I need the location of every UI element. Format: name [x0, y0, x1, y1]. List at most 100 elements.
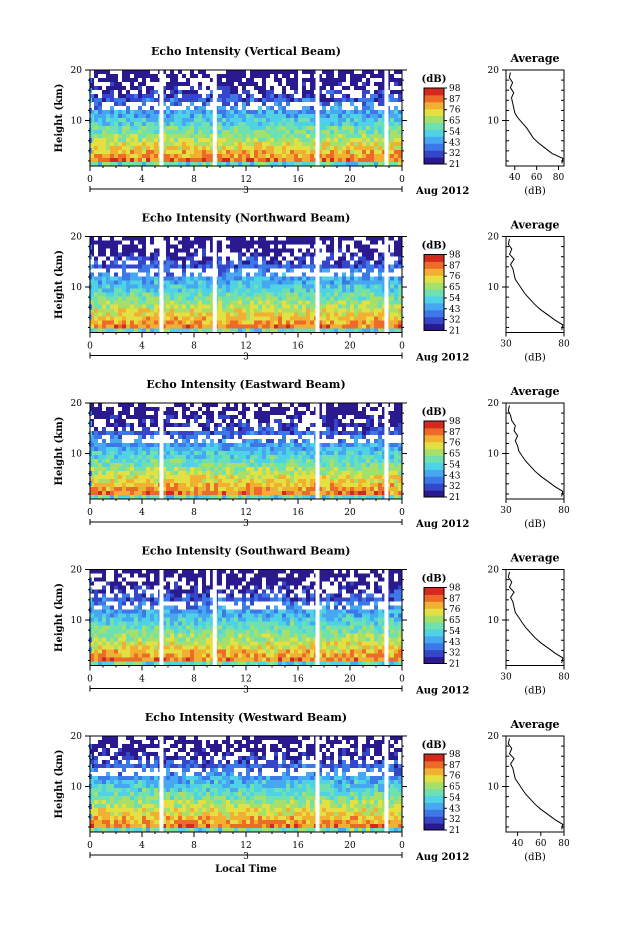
- heatmap-cell: [142, 94, 146, 98]
- heatmap-cell: [210, 256, 214, 261]
- heatmap-cell: [106, 328, 110, 333]
- colorbar-swatch: [424, 268, 444, 276]
- heatmap-cell: [98, 328, 102, 333]
- colorbar-tick-label: 54: [449, 294, 461, 304]
- heatmap-cell: [106, 471, 110, 475]
- heatmap-cell: [190, 479, 194, 483]
- heatmap-cell: [162, 276, 166, 281]
- heatmap-cell: [362, 423, 366, 427]
- heatmap-cell: [374, 264, 378, 269]
- heatmap-cell: [366, 110, 370, 114]
- heatmap-cell: [122, 479, 126, 483]
- heatmap-cell: [174, 142, 178, 146]
- heatmap-cell: [222, 138, 226, 142]
- heatmap-cell: [114, 475, 118, 479]
- heatmap-cell: [134, 479, 138, 483]
- heatmap-cell: [190, 328, 194, 333]
- heatmap-cell: [294, 312, 298, 317]
- heatmap-cell: [198, 324, 202, 329]
- heatmap-cell: [94, 471, 98, 475]
- heatmap-cell: [370, 415, 374, 419]
- heatmap-cell: [302, 276, 306, 281]
- heatmap-cell: [94, 328, 98, 333]
- heatmap-cell: [138, 86, 142, 90]
- heatmap-cell: [98, 435, 102, 439]
- heatmap-cell: [370, 142, 374, 146]
- heatmap-cell: [174, 467, 178, 471]
- heatmap-cell: [306, 106, 310, 110]
- heatmap-cell: [342, 78, 346, 82]
- heatmap-cell: [274, 154, 278, 158]
- heatmap-cell: [374, 288, 378, 293]
- heatmap-cell: [146, 292, 150, 297]
- heatmap-cell: [278, 288, 282, 293]
- heatmap-cell: [298, 260, 302, 265]
- heatmap-cell: [306, 252, 310, 257]
- heatmap-cell: [194, 483, 198, 487]
- heatmap-cell: [206, 150, 210, 154]
- heatmap-cell: [354, 244, 358, 249]
- heatmap-cell: [326, 142, 330, 146]
- heatmap-cell: [294, 138, 298, 142]
- heatmap-cell: [242, 284, 246, 289]
- heatmap-cell: [122, 308, 126, 313]
- heatmap-cell: [306, 491, 310, 495]
- day-label: 3: [243, 353, 249, 363]
- heatmap-cell: [362, 292, 366, 297]
- heatmap-cell: [274, 463, 278, 467]
- heatmap-cell: [138, 292, 142, 297]
- heatmap-cell: [382, 316, 386, 321]
- heatmap-cell: [182, 407, 186, 411]
- heatmap-cell: [154, 419, 158, 423]
- heatmap-cell: [378, 300, 382, 305]
- heatmap-cell: [354, 162, 358, 166]
- heatmap-cell: [282, 114, 286, 118]
- heatmap-cell: [338, 467, 342, 471]
- heatmap-cell: [258, 74, 262, 78]
- heatmap-cell: [398, 411, 402, 415]
- heatmap-cell: [242, 443, 246, 447]
- heatmap-cell: [150, 284, 154, 289]
- heatmap-cell: [138, 98, 142, 102]
- heatmap-cell: [138, 411, 142, 415]
- colorbar-swatch: [424, 302, 444, 311]
- heatmap-cell: [250, 312, 254, 317]
- heatmap-cell: [382, 260, 386, 265]
- heatmap-cell: [194, 300, 198, 305]
- heatmap-cell: [206, 126, 210, 130]
- heatmap-cell: [262, 415, 266, 419]
- heatmap-cell: [270, 118, 274, 122]
- heatmap-cell: [122, 491, 126, 495]
- heatmap-cell: [130, 427, 134, 431]
- heatmap-cell: [242, 98, 246, 102]
- heatmap-cell: [262, 316, 266, 321]
- heatmap-cell: [334, 162, 338, 166]
- heatmap-cell: [154, 316, 158, 321]
- heatmap-cell: [210, 471, 214, 475]
- heatmap-cell: [134, 304, 138, 309]
- heatmap-cell: [338, 98, 342, 102]
- heatmap-cell: [186, 300, 190, 305]
- heatmap-cell: [126, 142, 130, 146]
- heatmap-cell: [306, 90, 310, 94]
- heatmap-cell: [94, 459, 98, 463]
- heatmap-cell: [182, 244, 186, 249]
- heatmap-cell: [298, 451, 302, 455]
- heatmap-cell: [310, 122, 314, 126]
- heatmap-cell: [374, 126, 378, 130]
- heatmap-cell: [302, 316, 306, 321]
- heatmap-cell: [250, 74, 254, 78]
- heatmap-cell: [322, 126, 326, 130]
- heatmap-cell: [94, 106, 98, 110]
- heatmap-cell: [398, 447, 402, 451]
- heatmap-cell: [382, 447, 386, 451]
- heatmap-cell: [234, 328, 238, 333]
- heatmap-cell: [162, 411, 166, 415]
- heatmap-cell: [234, 479, 238, 483]
- heatmap-cell: [334, 419, 338, 423]
- heatmap-cell: [310, 475, 314, 479]
- heatmap-cell: [110, 471, 114, 475]
- heatmap-cell: [246, 122, 250, 126]
- heatmap-cell: [370, 102, 374, 106]
- heatmap-cell: [182, 150, 186, 154]
